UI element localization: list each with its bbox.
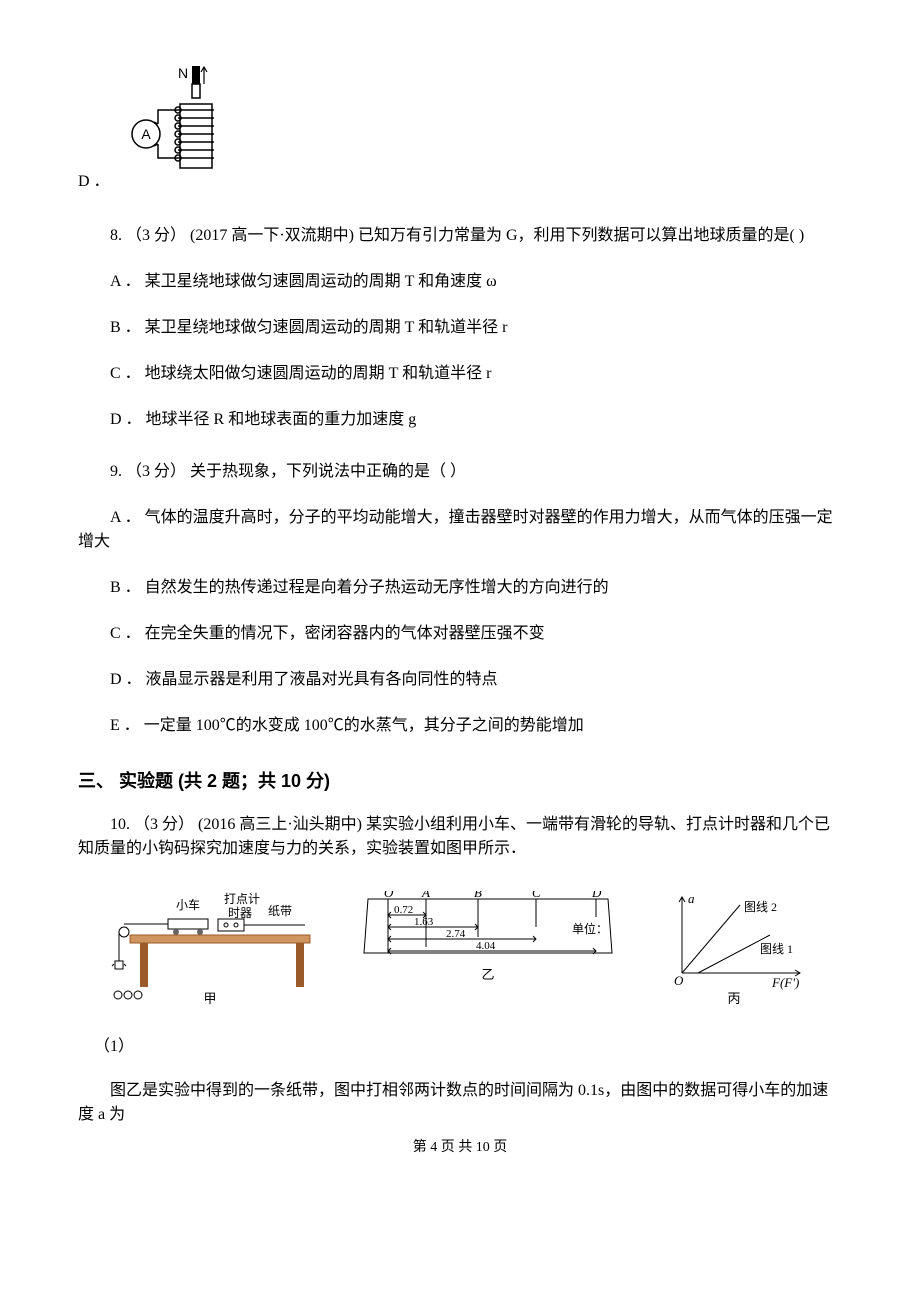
jia-name: 甲 — [203, 991, 216, 1006]
q8-stem: 8. （3 分） (2017 高一下·双流期中) 已知万有引力常量为 G，利用下… — [78, 224, 842, 248]
q7-option-d-block: D ． N A — [78, 60, 842, 194]
q10-sub1-text: 图乙是实验中得到的一条纸带，图中打相邻两计数点的时间间隔为 0.1s，由图中的数… — [78, 1079, 842, 1127]
q9-option-a: A ． 气体的温度升高时，分子的平均动能增大，撞击器壁时对器壁的作用力增大，从而… — [78, 506, 842, 554]
q10-sub1-label: （1） — [78, 1035, 842, 1059]
jia-car-body — [168, 919, 208, 929]
q9-option-d: D ． 液晶显示器是利用了液晶对光具有各向同性的特点 — [78, 668, 842, 692]
bing-a-label: a — [688, 891, 695, 906]
jia-tabletop — [130, 935, 310, 943]
ammeter-label: A — [141, 126, 151, 142]
jia-tape-label: 纸带 — [268, 904, 292, 918]
yi-label-O: O — [384, 891, 394, 900]
bing-O-label: O — [674, 973, 684, 988]
bing-name: 丙 — [727, 991, 740, 1006]
yi-label-A: A — [421, 891, 430, 900]
yi-d2: 1.63 — [414, 916, 434, 928]
q8-option-c: C ． 地球绕太阳做匀速圆周运动的周期 T 和轨道半径 r — [78, 362, 842, 386]
figure-bing: a O F(F') 图线 2 图线 1 丙 — [660, 891, 810, 1011]
bing-F-label: F(F') — [771, 975, 799, 990]
q8-option-b: B ． 某卫星绕地球做匀速圆周运动的周期 T 和轨道半径 r — [78, 316, 842, 340]
yi-d4: 4.04 — [476, 940, 496, 952]
jia-timer-label-2: 时器 — [228, 906, 252, 920]
q10-stem: 10. （3 分） (2016 高三上·汕头期中) 某实验小组利用小车、一端带有… — [78, 813, 842, 861]
jia-wheel-2 — [197, 929, 203, 935]
yi-d3: 2.74 — [446, 928, 466, 940]
coil-windings — [175, 107, 214, 161]
jia-leg-left — [140, 943, 148, 987]
page-footer: 第 4 页 共 10 页 — [78, 1137, 842, 1158]
q8-option-a: A ． 某卫星绕地球做匀速圆周运动的周期 T 和角速度 ω — [78, 270, 842, 294]
q9-option-e: E ． 一定量 100℃的水变成 100℃的水蒸气，其分子之间的势能增加 — [78, 714, 842, 738]
magnet-bottom — [192, 84, 200, 98]
jia-pulley — [119, 927, 129, 937]
bing-line2 — [682, 905, 740, 973]
jia-floor-weights — [114, 991, 142, 999]
yi-unit-label: 单位： — [572, 921, 608, 936]
section-3-header: 三、 实验题 (共 2 题；共 10 分) — [78, 768, 842, 795]
jia-car-label: 小车 — [176, 897, 200, 912]
yi-label-C: C — [532, 891, 541, 900]
circuit-figure: N A — [118, 64, 238, 194]
yi-d1: 0.72 — [394, 904, 413, 916]
q7-option-d-label: D ． — [78, 170, 110, 194]
q9-option-b: B ． 自然发生的热传递过程是向着分子热运动无序性增大的方向进行的 — [78, 576, 842, 600]
figure-yi: O A B C D 单位： 0.72 1.63 2.74 4.04 乙 — [360, 891, 620, 1011]
q8-option-d: D ． 地球半径 R 和地球表面的重力加速度 g — [78, 408, 842, 432]
yi-name: 乙 — [481, 967, 494, 982]
yi-label-B: B — [474, 891, 482, 900]
magnet-label: N — [178, 65, 188, 81]
jia-timer-box — [218, 919, 244, 931]
jia-wheel-1 — [173, 929, 179, 935]
figure-jia: 小车 打点计 时器 纸带 甲 — [110, 891, 320, 1011]
jia-hook-weight — [112, 961, 126, 969]
yi-dimensions: 0.72 1.63 2.74 4.04 — [388, 904, 596, 954]
jia-timer-label-1: 打点计 — [224, 892, 260, 906]
bing-line2-label: 图线 2 — [744, 900, 777, 914]
magnet-top — [192, 66, 200, 84]
bing-line1-label: 图线 1 — [760, 942, 793, 956]
q9-stem: 9. （3 分） 关于热现象，下列说法中正确的是（ ） — [78, 460, 842, 484]
q10-figures: 小车 打点计 时器 纸带 甲 — [78, 891, 842, 1011]
q9-option-c: C ． 在完全失重的情况下，密闭容器内的气体对器壁压强不变 — [78, 622, 842, 646]
yi-label-D: D — [591, 891, 602, 900]
jia-leg-right — [296, 943, 304, 987]
